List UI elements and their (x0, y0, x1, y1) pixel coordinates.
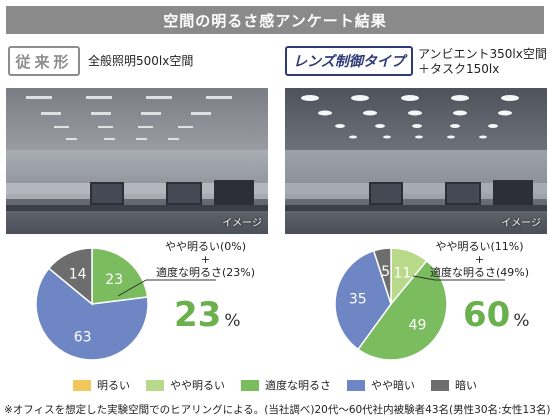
right-pie-slice-label-1: 11 (393, 265, 411, 281)
left-pie-slice-4 (47, 247, 93, 306)
left-annotation-line2: 適度な明るさ(23%) (156, 266, 256, 279)
legend-label: 適度な明るさ (265, 379, 331, 392)
right-pie-leader-line (412, 275, 436, 281)
left-annotation-plus: + (200, 253, 211, 266)
right-big-value: 60 (463, 295, 511, 335)
right-pie-slice-2 (357, 259, 448, 361)
right-annotation-plus: + (474, 253, 485, 266)
chart-legend: 明るい やや明るい 適度な明るさ やや暗い 暗い (0, 376, 550, 394)
legend-swatch (73, 379, 91, 391)
legend-swatch (146, 379, 164, 391)
lens-office-photo: イメージ (285, 88, 547, 234)
right-pie-slice-4 (372, 247, 392, 305)
right-condition-line1: アンビエント350lx空間 (418, 47, 547, 61)
left-big-percent: 23% (174, 298, 240, 338)
right-pie-slice-label-3: 35 (349, 292, 367, 308)
conventional-badge: 従来形 (8, 46, 80, 76)
lens-pie-svg: 11 49 35 5 (334, 247, 505, 361)
left-big-unit: % (224, 311, 241, 331)
conventional-pie-chart: 23 63 14 やや明るい(0%) + 適度な明るさ(23%) 23% (6, 236, 268, 366)
left-condition-text: 全般照明500lx空間 (88, 54, 194, 68)
right-pie-slice-label-4: 5 (381, 264, 390, 280)
right-image-label: イメージ (501, 218, 541, 229)
left-annotation-line1: やや明るい(0%) (165, 240, 247, 253)
lens-pie-chart: 11 49 35 5 やや明るい(11%) + 適度な明るさ(49%) 60% (285, 236, 547, 366)
legend-swatch (347, 379, 365, 391)
left-pie-slice-label-2: 23 (105, 272, 123, 288)
right-annotation-line2: 適度な明るさ(49%) (430, 266, 530, 279)
left-image-label: イメージ (222, 218, 262, 229)
right-annotation-line1: やや明るい(11%) (435, 240, 524, 253)
right-big-unit: % (513, 311, 530, 331)
left-pie-slice-label-4: 14 (69, 267, 87, 283)
right-condition-line2: ＋タスク150lx (418, 62, 500, 76)
legend-label: 暗い (455, 379, 477, 392)
left-pie-leader-line (117, 279, 147, 297)
legend-swatch (431, 379, 449, 391)
legend-item: やや暗い (347, 377, 415, 393)
legend-item: 明るい (73, 377, 130, 393)
left-pie-slice-label-3: 63 (74, 329, 92, 345)
right-pie-slice-3 (334, 249, 392, 351)
legend-label: やや暗い (371, 379, 415, 392)
footnote: ※オフィスを想定した実験空間でのヒアリングによる。(当社調べ)20代〜60代社内… (4, 404, 550, 416)
conventional-office-photo: イメージ (6, 88, 268, 234)
left-pie-slice-3 (35, 267, 149, 361)
left-big-value: 23 (174, 295, 222, 335)
legend-label: やや明るい (170, 379, 225, 392)
right-big-percent: 60% (463, 298, 529, 338)
legend-label: 明るい (97, 379, 130, 392)
left-pie-slice-2 (91, 247, 149, 305)
legend-item: 暗い (431, 377, 477, 393)
right-annotation: やや明るい(11%) + 適度な明るさ(49%) (430, 240, 529, 279)
left-annotation: やや明るい(0%) + 適度な明るさ(23%) (156, 240, 255, 279)
right-pie-slice-label-2: 49 (409, 318, 427, 334)
legend-item: やや明るい (146, 377, 225, 393)
page-title: 空間の明るさ感アンケート結果 (6, 6, 544, 34)
right-condition-text: アンビエント350lx空間 ＋タスク150lx (418, 47, 547, 77)
lens-control-badge: レンズ制御タイプ (285, 46, 413, 76)
legend-item: 適度な明るさ (241, 377, 331, 393)
conventional-pie-svg: 23 63 14 (35, 247, 216, 361)
legend-swatch (241, 379, 259, 391)
